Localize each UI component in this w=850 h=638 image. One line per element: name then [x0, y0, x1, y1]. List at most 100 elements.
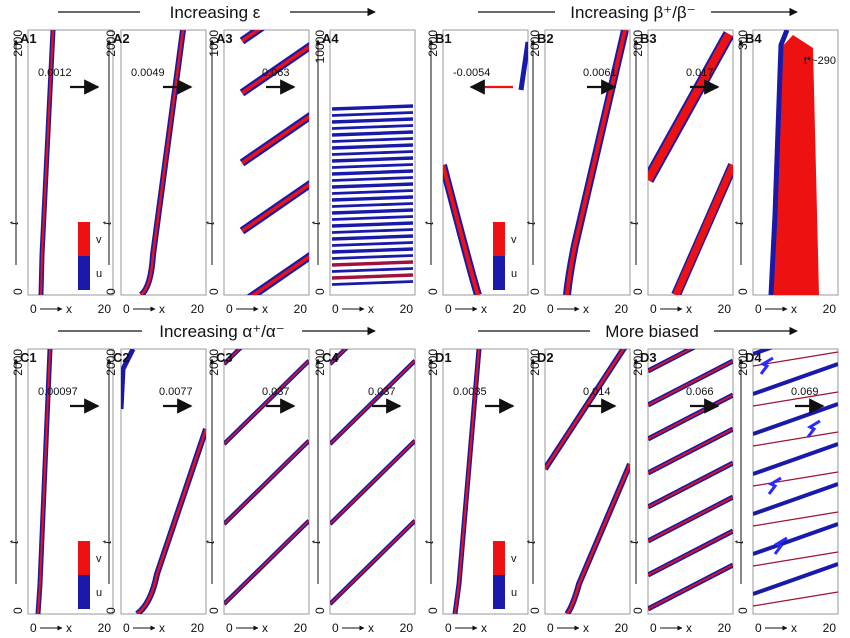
- x-tick-start: 0: [30, 302, 37, 316]
- x-axis-label: x: [791, 302, 797, 316]
- panel-label: B1: [435, 31, 452, 46]
- wave-front: [331, 267, 414, 273]
- legend-swatch-u: [493, 575, 505, 609]
- wave-v-band: [648, 462, 733, 508]
- panel-data: [753, 349, 838, 607]
- wave-v-band: [224, 360, 309, 445]
- x-tick-end: 20: [294, 302, 308, 316]
- wave-u-band: [753, 442, 838, 476]
- x-axis-label: x: [686, 621, 692, 635]
- y-tick-top: 2000: [631, 349, 645, 376]
- panel-label: C4: [322, 350, 339, 365]
- wave-v-band: [648, 32, 733, 182]
- wave-front: [331, 241, 414, 247]
- wave-v-band: [224, 520, 309, 605]
- x-tick-start: 0: [755, 302, 762, 316]
- t-axis-label: t: [203, 221, 217, 225]
- x-tick-start: 0: [547, 621, 554, 635]
- legend-swatch-u: [78, 575, 90, 609]
- y-tick-zero: 0: [207, 288, 221, 295]
- speed-label: 0.0077: [159, 386, 193, 398]
- x-axis-label: x: [66, 621, 72, 635]
- y-tick-zero: 0: [631, 607, 645, 614]
- wave-front: [331, 176, 414, 182]
- y-tick-top: 2000: [207, 349, 221, 376]
- x-tick-end: 20: [513, 302, 527, 316]
- wave-front: [331, 215, 414, 221]
- wave-v-band: [648, 564, 733, 610]
- wave-front: [331, 195, 414, 202]
- y-tick-top: 2000: [104, 349, 118, 376]
- legend-label-v: v: [96, 234, 102, 246]
- wave-front: [331, 163, 414, 169]
- x-tick-end: 20: [294, 621, 308, 635]
- wave-v-band: [250, 254, 309, 295]
- x-tick-end: 20: [615, 302, 629, 316]
- t-axis-label: t: [627, 540, 641, 544]
- x-tick-start: 0: [445, 302, 452, 316]
- panel-label: A4: [322, 31, 339, 46]
- y-tick-top: 2000: [11, 30, 25, 57]
- y-tick-zero: 0: [736, 288, 750, 295]
- x-tick-start: 0: [547, 302, 554, 316]
- x-axis-label: x: [481, 621, 487, 635]
- panel-data: [138, 30, 186, 295]
- wave-front: [331, 117, 414, 124]
- wave-v-band: [753, 471, 838, 487]
- group-title-A: Increasing ε: [58, 0, 376, 24]
- wave-v-band: [37, 349, 51, 614]
- x-tick-end: 20: [823, 621, 837, 635]
- wave-kink: [806, 419, 821, 438]
- wave-v-band: [443, 164, 480, 295]
- wave-v-band: [648, 349, 693, 372]
- legend-swatch-v: [78, 222, 90, 256]
- x-tick-end: 20: [191, 302, 205, 316]
- y-tick-zero: 0: [426, 607, 440, 614]
- speed-label: 0.069: [791, 386, 819, 398]
- y-tick-top: 2000: [11, 349, 25, 376]
- y-tick-zero: 0: [11, 288, 25, 295]
- panel-frame: [442, 348, 529, 615]
- y-tick-zero: 0: [313, 288, 327, 295]
- wave-v-band: [565, 30, 627, 295]
- x-tick-start: 0: [30, 621, 37, 635]
- group-title-B-label: Increasing β⁺/β⁻: [570, 3, 695, 22]
- t-axis-label: t: [7, 540, 21, 544]
- x-axis-label: x: [368, 621, 374, 635]
- x-tick-end: 20: [400, 621, 414, 635]
- wave-front: [331, 130, 414, 137]
- group-title-D-label: More biased: [605, 322, 699, 341]
- legend-swatch-u: [78, 256, 90, 290]
- wave-front: [331, 234, 414, 241]
- panel-label: D3: [640, 350, 657, 365]
- wave-front: [331, 202, 414, 208]
- speed-label: 0.0061: [583, 67, 617, 79]
- wave-front: [331, 228, 414, 234]
- y-tick-zero: 0: [736, 607, 750, 614]
- y-tick-top: 300: [736, 30, 750, 50]
- x-axis-label: x: [368, 302, 374, 316]
- speed-label: 0.0035: [453, 386, 487, 398]
- panel-label: D4: [745, 350, 762, 365]
- legend-label-v: v: [96, 553, 102, 565]
- t-axis-label: t: [524, 221, 538, 225]
- y-tick-zero: 0: [528, 607, 542, 614]
- wave-u-band: [121, 349, 136, 410]
- y-tick-top: 1000: [207, 30, 221, 57]
- wave-v-band: [241, 114, 309, 165]
- x-tick-end: 20: [615, 621, 629, 635]
- x-axis-label: x: [686, 302, 692, 316]
- x-tick-start: 0: [226, 621, 233, 635]
- t-axis-label: t: [732, 540, 746, 544]
- legend-label-u: u: [511, 587, 517, 599]
- wave-front: [331, 208, 414, 215]
